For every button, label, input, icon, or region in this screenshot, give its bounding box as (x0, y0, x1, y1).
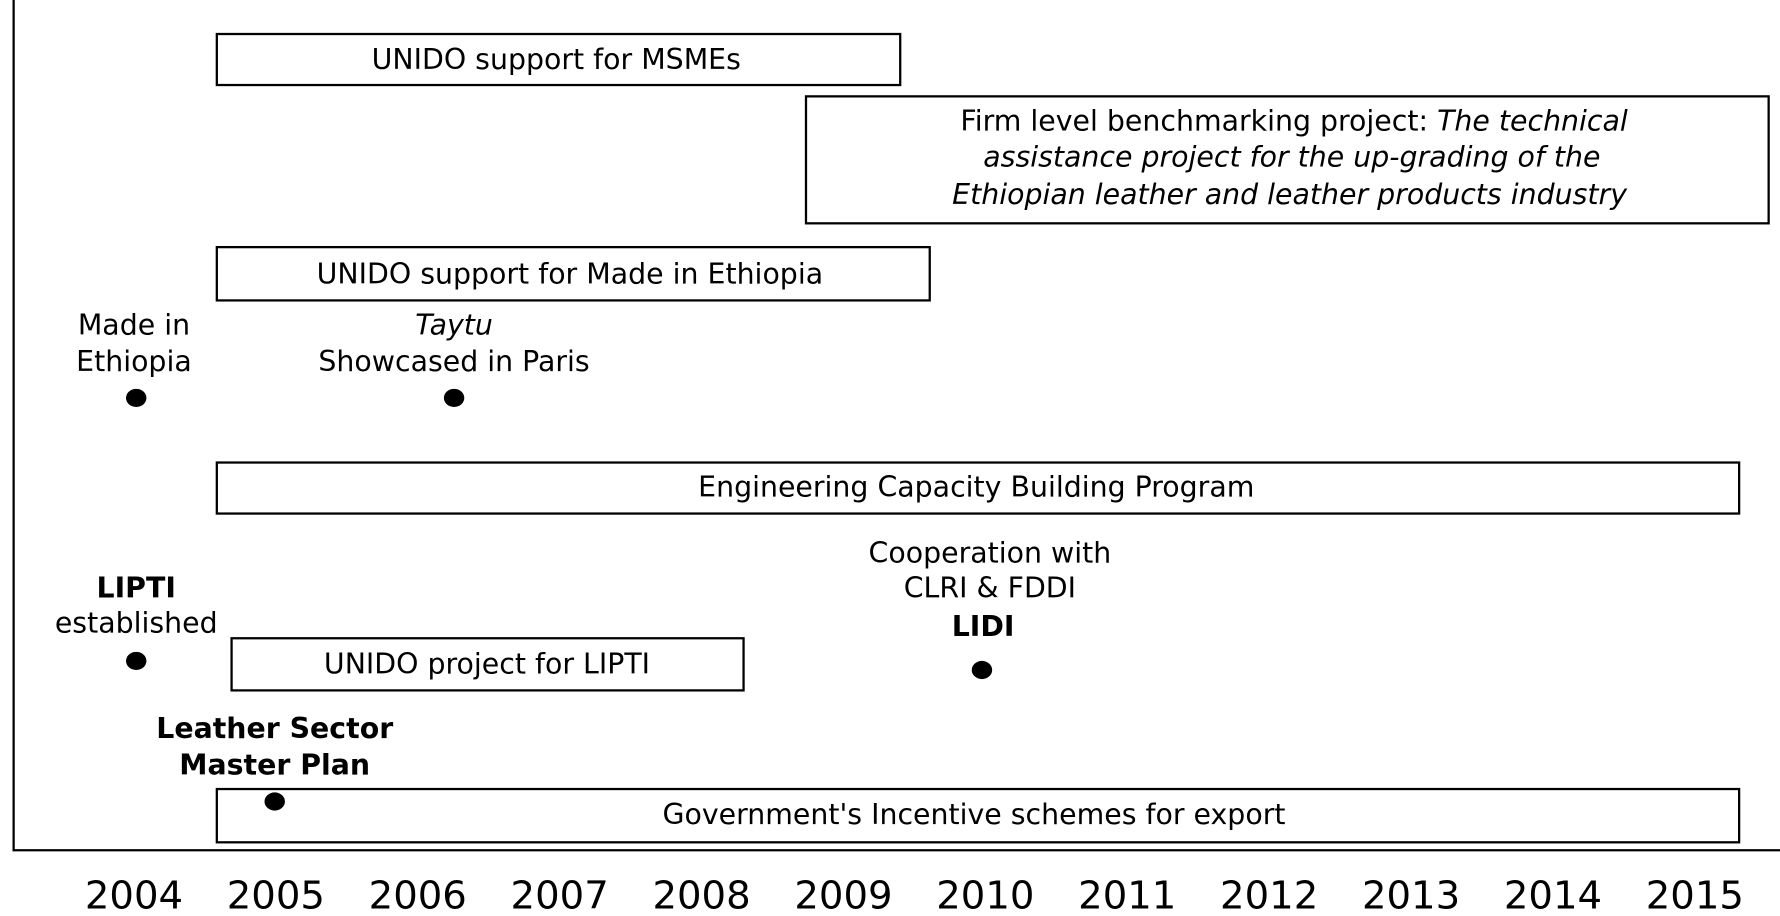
box (804, 95, 1770, 225)
box (215, 787, 1741, 844)
box-label: UNIDO support for MSMEs (372, 43, 741, 76)
event-label: CLRI & FDDI (904, 572, 1076, 605)
event-dot (971, 660, 993, 680)
event-label: established (55, 607, 218, 640)
year-label: 2006 (369, 873, 467, 916)
year-label: 2012 (1220, 873, 1318, 916)
box-label: Engineering Capacity Building Program (698, 471, 1254, 504)
year-label: 2008 (652, 873, 750, 916)
year-label: 2014 (1504, 873, 1602, 916)
box-label: UNIDO support for Made in Ethiopia (317, 257, 823, 290)
year-label: 2004 (85, 873, 183, 916)
box-title: Firm level benchmarking project: (960, 104, 1428, 137)
event-dot (126, 388, 147, 407)
event-label: LIDI (952, 610, 1015, 643)
event-label: Showcased in Paris (318, 345, 589, 378)
box-line: assistance project for the up-grading of… (983, 141, 1600, 174)
event-label: Made in (78, 309, 190, 342)
box-label: UNIDO project for LIPTI (324, 647, 650, 680)
year-label: 2013 (1362, 873, 1460, 916)
event-label: Leather Sector (156, 712, 393, 745)
event-label: Cooperation with (869, 536, 1112, 569)
year-label: 2015 (1646, 873, 1744, 916)
box (215, 461, 1741, 515)
event-dot (264, 792, 285, 811)
event-label: LIPTI (97, 572, 176, 605)
box-line: Ethiopian leather and leather products i… (952, 178, 1628, 211)
box-label: Firm level benchmarking project: The tec… (960, 104, 1627, 137)
year-label: 2009 (794, 873, 892, 916)
box (215, 32, 902, 87)
box (215, 246, 931, 302)
box (230, 637, 745, 692)
year-labels: 2004 2005 2006 2007 2008 2009 2010 2011 2012 2013… (85, 873, 1744, 916)
box-line: The technical (1437, 104, 1628, 137)
event-label: Taytu (415, 309, 493, 342)
year-label: 2007 (511, 873, 609, 916)
event-dot (126, 651, 147, 670)
year-label: 2005 (227, 873, 325, 916)
year-label: 2010 (936, 873, 1034, 916)
box-label: Government's Incentive schemes for expor… (663, 798, 1286, 831)
event-label: Master Plan (179, 748, 370, 781)
year-label: 2011 (1078, 873, 1176, 916)
event-label: Ethiopia (76, 345, 192, 378)
event-dot (443, 388, 465, 407)
